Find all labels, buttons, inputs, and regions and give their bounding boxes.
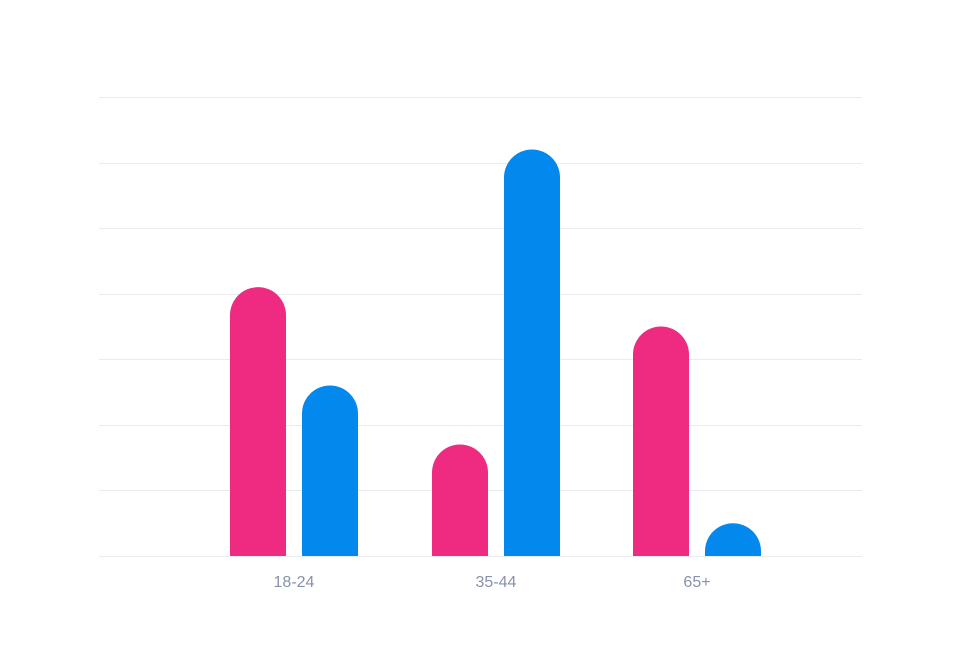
gridlines — [99, 97, 862, 557]
x-tick-label: 35-44 — [476, 574, 517, 591]
bar-35-44-series-2 — [504, 149, 560, 556]
bar-65+-series-2 — [705, 523, 761, 556]
bar-18-24-series-1 — [230, 287, 286, 556]
bars — [230, 149, 761, 556]
x-tick-label: 18-24 — [274, 574, 315, 591]
bar-65+-series-1 — [633, 326, 689, 556]
bar-18-24-series-2 — [302, 385, 358, 556]
bar-35-44-series-1 — [432, 444, 488, 556]
x-axis-tick-labels: 18-24 35-44 65+ — [274, 574, 711, 591]
x-tick-label: 65+ — [683, 574, 710, 591]
